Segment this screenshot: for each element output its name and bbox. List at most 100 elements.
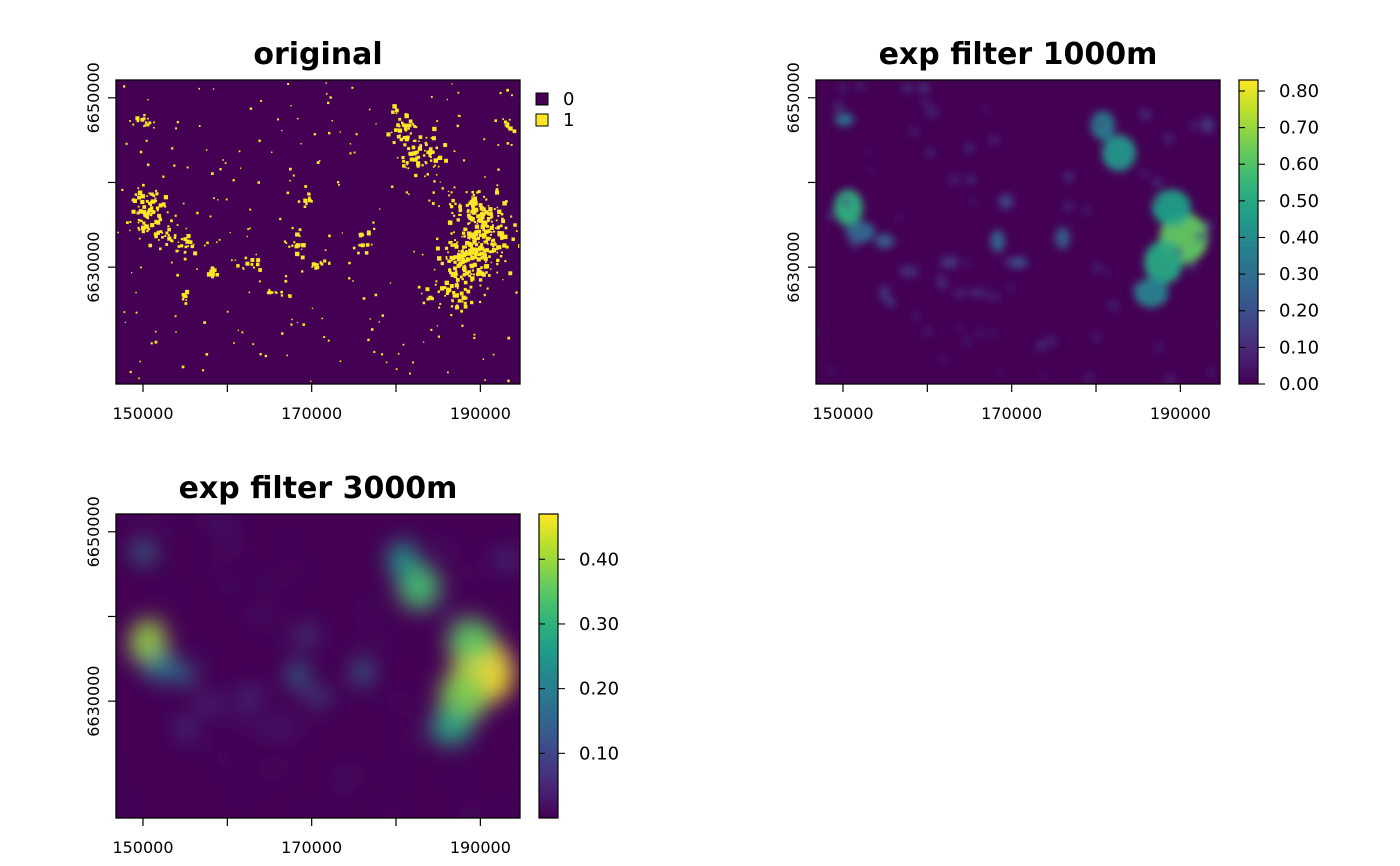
raster-blob xyxy=(902,83,913,93)
raster-cell xyxy=(396,157,399,159)
raster-cell xyxy=(131,209,136,214)
raster-cell xyxy=(453,271,458,276)
raster-cell xyxy=(154,330,157,333)
raster-cell xyxy=(372,221,375,224)
raster-cell xyxy=(323,336,326,339)
raster-cell xyxy=(280,290,283,294)
raster-cell xyxy=(314,266,318,270)
raster-cell xyxy=(437,335,441,338)
raster-cell xyxy=(148,192,151,195)
raster-cell xyxy=(357,251,360,255)
raster-cell xyxy=(294,244,299,249)
raster-blob xyxy=(1084,374,1093,383)
raster-cell xyxy=(479,231,482,234)
raster-cell xyxy=(403,127,408,131)
raster-cell xyxy=(226,310,229,313)
raster-blob xyxy=(816,329,820,335)
raster-cell xyxy=(492,242,496,246)
raster-blob xyxy=(1156,198,1163,205)
raster-blob xyxy=(913,312,920,318)
raster-cell xyxy=(425,161,428,165)
legend-label: 1 xyxy=(563,110,574,131)
raster-background xyxy=(816,80,1220,384)
raster-blob xyxy=(408,734,418,744)
raster-cell xyxy=(291,318,293,321)
raster-cell xyxy=(140,210,144,214)
raster-cell xyxy=(313,262,317,267)
raster-cell xyxy=(219,168,222,171)
raster-cell xyxy=(123,311,126,313)
raster-cell xyxy=(436,325,439,327)
raster-cell xyxy=(248,291,251,294)
raster-cell xyxy=(412,140,415,142)
raster-cell xyxy=(448,268,452,271)
raster-hotspot xyxy=(132,545,157,562)
raster-cell xyxy=(483,256,488,261)
raster-blob xyxy=(488,696,497,706)
raster-cell xyxy=(274,291,277,294)
raster-cell xyxy=(416,164,420,168)
raster-cell xyxy=(499,92,502,95)
raster-cell xyxy=(209,269,214,275)
raster-cell xyxy=(142,183,145,187)
raster-cell xyxy=(286,191,290,195)
raster-cell xyxy=(472,262,477,267)
plot-frame xyxy=(115,79,521,385)
raster-cell xyxy=(483,138,486,141)
y-tick-label: 6630000 xyxy=(84,232,103,303)
raster-cell xyxy=(401,156,405,160)
raster-cell xyxy=(472,210,477,215)
raster-cell xyxy=(237,329,240,331)
raster-cell xyxy=(486,287,489,290)
raster-cell xyxy=(449,284,454,288)
raster-cell xyxy=(158,203,163,208)
colorbar xyxy=(538,513,559,819)
raster-cell xyxy=(447,371,449,374)
raster-cell xyxy=(453,214,456,217)
raster-blob xyxy=(405,704,411,709)
raster-blob xyxy=(977,330,984,337)
raster-cell xyxy=(461,248,464,251)
colorbar xyxy=(1238,79,1259,385)
raster-cell xyxy=(300,248,303,251)
raster-cell xyxy=(459,115,461,117)
raster-cell xyxy=(485,261,487,263)
raster-cell xyxy=(206,272,212,277)
raster-cell xyxy=(495,188,499,191)
raster-blob xyxy=(1097,121,1105,129)
raster-cell xyxy=(483,293,486,297)
y-tick-label: 6650000 xyxy=(84,62,103,133)
raster-cell xyxy=(510,143,513,146)
raster-blob xyxy=(441,604,448,612)
plot-frame xyxy=(115,513,521,819)
raster-cell xyxy=(476,268,481,272)
raster-cell xyxy=(478,220,482,224)
raster-cell xyxy=(476,272,480,277)
raster-cell xyxy=(472,196,478,201)
raster-cell xyxy=(364,251,369,255)
raster-cell xyxy=(286,354,288,357)
raster-cell xyxy=(445,256,448,258)
raster-cell xyxy=(504,260,507,263)
raster-cell xyxy=(469,238,471,240)
raster-blob xyxy=(141,631,151,641)
raster-cell xyxy=(238,150,241,153)
raster-cell xyxy=(484,210,489,215)
colorbar-tick-label: 0.80 xyxy=(1279,81,1319,102)
raster-hotspot xyxy=(1008,256,1028,268)
raster-blob xyxy=(1175,248,1183,256)
raster-cell xyxy=(300,255,305,260)
raster-cell xyxy=(459,275,463,279)
raster-blob xyxy=(264,771,270,778)
raster-cell xyxy=(470,251,475,255)
raster-cell xyxy=(439,286,445,291)
raster-blob xyxy=(989,330,995,336)
raster-hotspot xyxy=(353,658,372,686)
raster-cell xyxy=(459,253,464,258)
raster-cell xyxy=(477,190,481,194)
raster-blob xyxy=(464,568,474,578)
raster-cell xyxy=(167,236,172,241)
raster-cell xyxy=(448,240,452,245)
raster-cell xyxy=(464,259,468,263)
raster-cell xyxy=(453,231,455,234)
